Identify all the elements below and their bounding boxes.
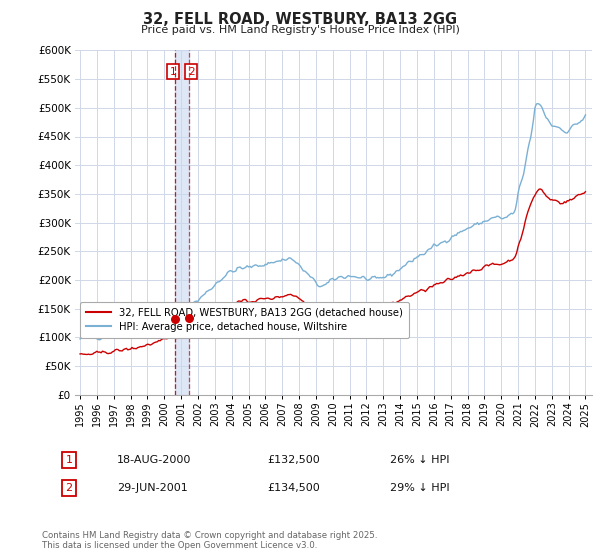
Text: £134,500: £134,500 [267, 483, 320, 493]
Text: 18-AUG-2000: 18-AUG-2000 [117, 455, 191, 465]
Text: 2: 2 [65, 483, 73, 493]
Text: 1: 1 [65, 455, 73, 465]
Legend: 32, FELL ROAD, WESTBURY, BA13 2GG (detached house), HPI: Average price, detached: 32, FELL ROAD, WESTBURY, BA13 2GG (detac… [80, 302, 409, 338]
Text: £132,500: £132,500 [267, 455, 320, 465]
Text: Price paid vs. HM Land Registry's House Price Index (HPI): Price paid vs. HM Land Registry's House … [140, 25, 460, 35]
Text: 29% ↓ HPI: 29% ↓ HPI [390, 483, 449, 493]
Bar [175, 50, 190, 395]
Text: Contains HM Land Registry data © Crown copyright and database right 2025.
This d: Contains HM Land Registry data © Crown c… [42, 531, 377, 550]
Point [170, 314, 180, 323]
Text: 2: 2 [188, 67, 195, 77]
Text: 29-JUN-2001: 29-JUN-2001 [117, 483, 188, 493]
Text: 32, FELL ROAD, WESTBURY, BA13 2GG: 32, FELL ROAD, WESTBURY, BA13 2GG [143, 12, 457, 27]
Point [185, 313, 194, 322]
Text: 1: 1 [170, 67, 176, 77]
Text: 26% ↓ HPI: 26% ↓ HPI [390, 455, 449, 465]
